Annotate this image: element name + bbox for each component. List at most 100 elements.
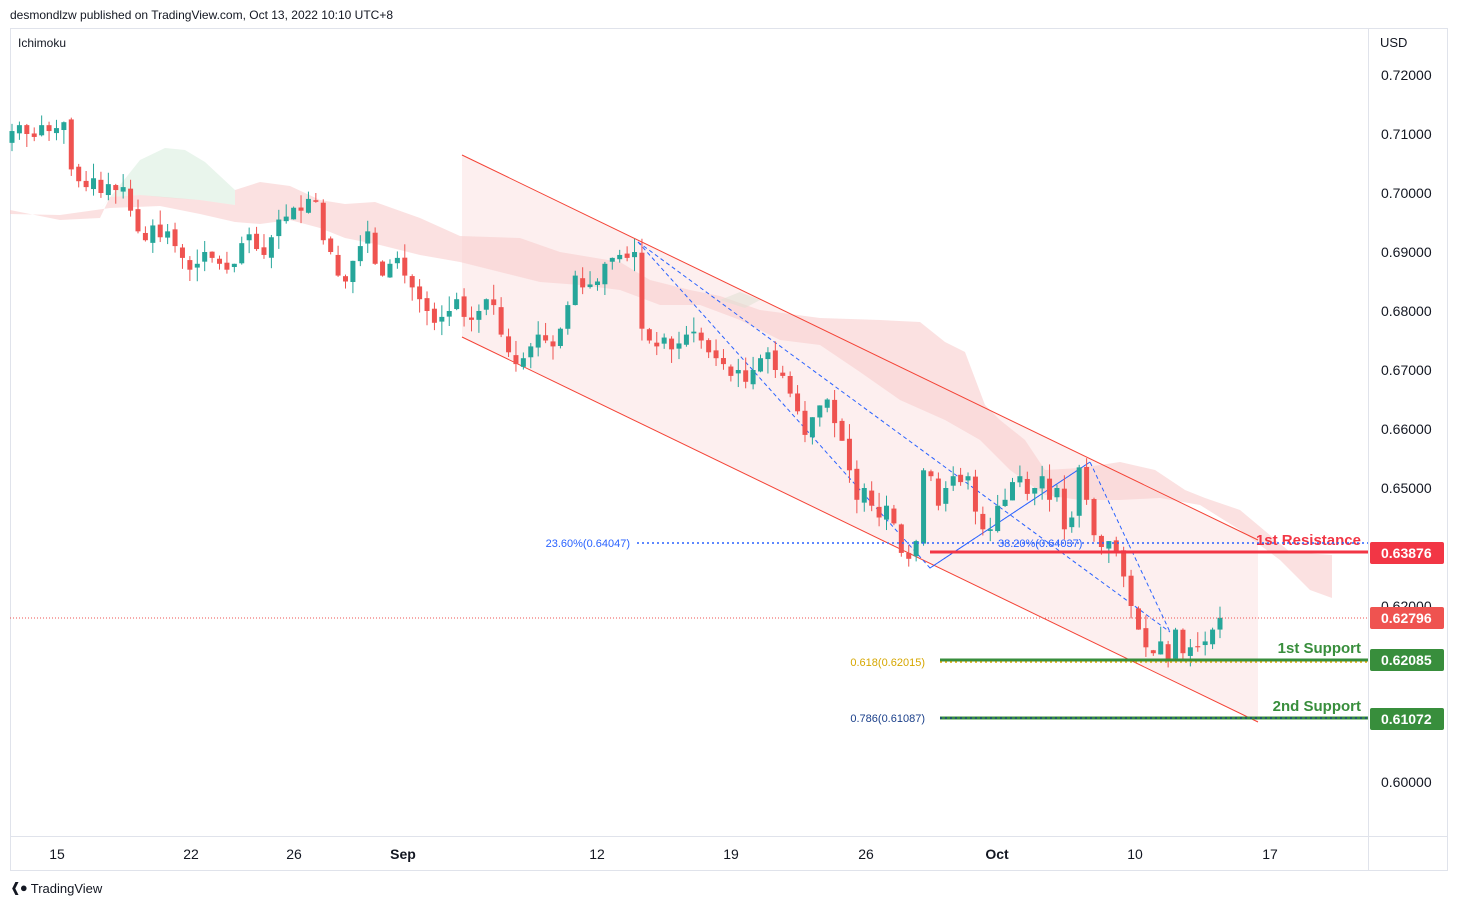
candle-body <box>772 350 778 370</box>
candle-body <box>861 488 867 503</box>
y-tick-label: 0.66000 <box>1381 421 1432 437</box>
candle-body <box>698 332 704 341</box>
candle-body <box>409 276 415 288</box>
candle-body <box>780 372 786 376</box>
candle-body <box>506 336 512 353</box>
candle-body <box>98 179 104 193</box>
fib-label: 23.60%(0.64047) <box>546 538 630 550</box>
candle-body <box>950 476 956 486</box>
candle-body <box>758 358 764 372</box>
candle-body <box>1121 550 1127 577</box>
candle-body <box>898 524 904 553</box>
candle-body <box>935 478 941 506</box>
candle-body <box>53 128 59 134</box>
candle-body <box>320 202 326 241</box>
candle-body <box>617 254 623 260</box>
x-tick-label: 19 <box>723 846 739 862</box>
candle-body <box>1047 478 1053 500</box>
x-tick-label: 15 <box>49 846 65 862</box>
candle-body <box>217 258 223 264</box>
candle-body <box>1069 517 1075 528</box>
candle-body <box>380 261 386 276</box>
candle-body <box>683 334 689 345</box>
candle-body <box>1084 466 1090 500</box>
candle-body <box>928 471 934 477</box>
fib-label: 0.786(0.61087) <box>850 713 925 725</box>
candle-body <box>743 370 749 382</box>
candle-body <box>1187 647 1193 656</box>
candle-body <box>313 200 319 202</box>
candle-body <box>565 305 571 329</box>
candle-body <box>298 207 304 211</box>
time-axis[interactable]: 15 22 26 Sep 12 19 26 Oct 10 17 <box>49 846 1278 862</box>
candle-body <box>706 340 712 353</box>
candle-body <box>461 296 467 317</box>
candle-body <box>1158 641 1164 655</box>
channel-fill <box>462 155 1258 722</box>
candle-body <box>31 133 37 137</box>
candle-body <box>869 490 875 506</box>
price-axis[interactable]: 0.72000 0.71000 0.70000 0.69000 0.68000 0.670… <box>1381 67 1432 790</box>
candle-body <box>1091 499 1097 536</box>
candle-body <box>417 286 423 300</box>
y-tick-label: 0.67000 <box>1381 362 1432 378</box>
candle-body <box>202 252 208 262</box>
candle-body <box>557 328 563 346</box>
footer[interactable]: ❰● TradingView <box>10 880 102 896</box>
y-tick-label: 0.71000 <box>1381 126 1432 142</box>
tradingview-logo-icon: ❰● <box>10 880 28 895</box>
candle-body <box>965 476 971 481</box>
x-tick-label: Sep <box>390 846 416 862</box>
candle-body <box>787 376 793 394</box>
fibonacci-levels: 23.60%(0.64047) 38.20%(0.64037) 0.618(0.62… <box>546 538 1368 725</box>
fib-label: 38.20%(0.64037) <box>998 538 1082 550</box>
price-badge-label: 0.61072 <box>1381 711 1432 727</box>
candle-body <box>594 281 600 286</box>
candle-body <box>528 346 534 358</box>
candle-body <box>832 399 838 424</box>
candle-body <box>172 229 178 247</box>
candle-body <box>520 358 526 367</box>
candle-body <box>735 370 741 374</box>
candle-body <box>179 247 185 258</box>
candle-body <box>387 263 393 278</box>
y-tick-label: 0.60000 <box>1381 774 1432 790</box>
candle-body <box>424 298 430 311</box>
candle-body <box>587 284 593 288</box>
support-label: 2nd Support <box>1273 698 1361 715</box>
candle-body <box>876 506 882 518</box>
candle-body <box>1195 646 1201 648</box>
price-badge-label: 0.62796 <box>1381 610 1432 626</box>
candle-body <box>231 263 237 268</box>
candle-body <box>394 257 400 264</box>
candle-body <box>24 125 30 134</box>
candle-body <box>1017 476 1023 483</box>
x-tick-label: 17 <box>1262 846 1278 862</box>
price-badge <box>1370 649 1444 671</box>
candle-body <box>150 225 156 243</box>
candle-body <box>632 252 638 258</box>
candle-body <box>884 505 890 520</box>
candle-body <box>958 474 964 483</box>
candle-body <box>854 468 860 500</box>
ichimoku-cloud <box>10 148 1332 598</box>
candle-body <box>921 470 927 544</box>
candle-body <box>120 187 126 192</box>
candle-body <box>446 311 452 317</box>
candle-body <box>728 366 734 376</box>
candle-body <box>342 276 348 282</box>
candle-body <box>1113 540 1119 553</box>
candle-body <box>291 207 297 220</box>
candle-body <box>1106 541 1112 549</box>
candle-body <box>1032 488 1038 494</box>
x-tick-label: Oct <box>985 846 1009 862</box>
candle-body <box>972 476 978 512</box>
candle-body <box>365 231 371 244</box>
candle-body <box>639 252 645 329</box>
candle-body <box>283 216 289 222</box>
candle-body <box>1217 617 1223 630</box>
candle-body <box>328 238 334 252</box>
price-badge-label: 0.63876 <box>1381 545 1432 561</box>
indicator-label[interactable]: Ichimoku <box>18 36 67 50</box>
